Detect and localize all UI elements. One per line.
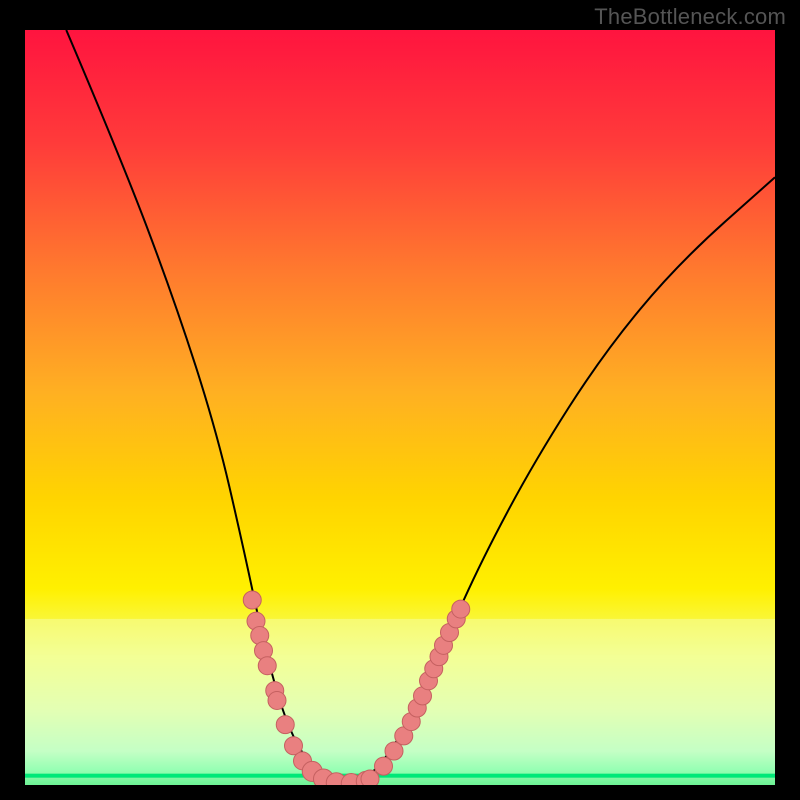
bottleneck-chart — [25, 30, 775, 785]
data-marker — [243, 591, 261, 609]
watermark-text: TheBottleneck.com — [594, 4, 786, 30]
data-marker — [276, 716, 294, 734]
highlight-band — [25, 619, 775, 785]
data-marker — [452, 600, 470, 618]
data-marker — [258, 657, 276, 675]
data-marker — [375, 757, 393, 775]
data-marker — [268, 691, 286, 709]
chart-frame: TheBottleneck.com — [0, 0, 800, 800]
optimum-line — [25, 774, 775, 778]
